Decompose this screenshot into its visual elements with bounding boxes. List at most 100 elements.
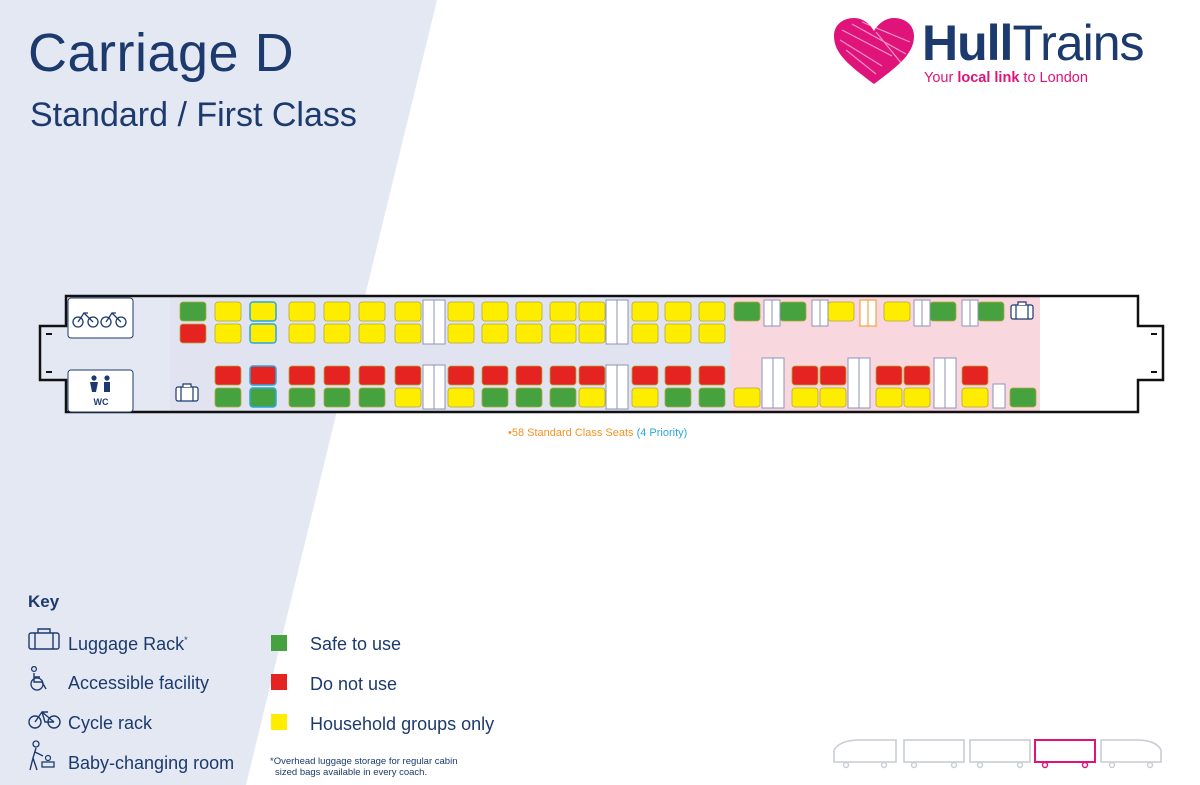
seat (875, 365, 903, 386)
seat (698, 323, 726, 344)
seat (664, 387, 692, 408)
wc-room (67, 369, 134, 413)
seat (819, 365, 847, 386)
key-safe-label: Safe to use (310, 634, 402, 654)
logo-wordmark: HullTrains (922, 15, 1145, 71)
mini-carriage-a (833, 739, 897, 763)
seat (549, 365, 577, 386)
seat (481, 387, 509, 408)
seat (288, 365, 316, 386)
seat (779, 301, 807, 322)
seat (977, 301, 1005, 322)
seat (875, 387, 903, 408)
seat (664, 365, 692, 386)
wheelchair-space (992, 383, 1006, 409)
seat (481, 301, 509, 322)
seat (249, 365, 277, 386)
seat (733, 301, 761, 322)
key-title: Key (28, 592, 60, 611)
seat (515, 387, 543, 408)
seat (394, 365, 422, 386)
seat (394, 301, 422, 322)
bicycle-icon (28, 710, 61, 729)
mini-carriage-d-current (1034, 739, 1096, 763)
seat (447, 323, 475, 344)
seat (549, 387, 577, 408)
seat (698, 387, 726, 408)
key-household-label: Household groups only (310, 714, 495, 734)
seat (358, 387, 386, 408)
seat (631, 301, 659, 322)
mini-carriage-e (1100, 739, 1162, 763)
swatch-household (271, 714, 287, 730)
seat (288, 323, 316, 344)
seat (481, 365, 509, 386)
seat (961, 387, 989, 408)
key-luggage-label: Luggage Rack* (68, 634, 188, 654)
seat (214, 365, 242, 386)
seat (578, 323, 606, 344)
seat (323, 365, 351, 386)
seat (549, 301, 577, 322)
seat (481, 323, 509, 344)
train-position-indicator (833, 739, 1162, 769)
swatch-safe (271, 635, 287, 651)
wc-label: WC (94, 397, 109, 407)
carriage-diagram: WC (38, 294, 1165, 414)
seat (733, 387, 761, 408)
seat (515, 323, 543, 344)
seat (288, 387, 316, 408)
key-do-not-use-label: Do not use (310, 674, 398, 694)
seat (664, 301, 692, 322)
seat (631, 323, 659, 344)
carriage-outline (38, 294, 1165, 414)
luggage-rack-icon (1010, 301, 1034, 320)
seat (179, 301, 207, 322)
seat (903, 365, 931, 386)
seat (323, 301, 351, 322)
seat (179, 323, 207, 344)
seat (903, 387, 931, 408)
luggage-rack-icon (28, 628, 60, 650)
mini-carriage-c (969, 739, 1031, 763)
seat (358, 301, 386, 322)
seat (249, 301, 277, 322)
seat (698, 365, 726, 386)
seat (323, 323, 351, 344)
seat (447, 301, 475, 322)
luggage-rack-icon (175, 383, 199, 402)
seat (791, 387, 819, 408)
seat (249, 323, 277, 344)
mini-carriage-b (903, 739, 965, 763)
seat (1009, 387, 1037, 408)
key-cycle-label: Cycle rack (68, 713, 153, 733)
page-subtitle: Standard / First Class (30, 96, 357, 134)
seat (288, 301, 316, 322)
seat (827, 301, 855, 322)
seat (214, 323, 242, 344)
seat (819, 387, 847, 408)
seat (698, 301, 726, 322)
seat (578, 365, 606, 386)
seat (631, 365, 659, 386)
seat (394, 387, 422, 408)
bicycle-icon (72, 311, 127, 328)
seat (631, 387, 659, 408)
seat (929, 301, 957, 322)
footnote: *Overhead luggage storage for regular ca… (270, 756, 458, 778)
seat (214, 387, 242, 408)
heart-icon (834, 18, 914, 84)
seat (214, 301, 242, 322)
baby-changing-icon (29, 740, 55, 771)
swatch-do-not-use (271, 674, 287, 690)
seat (447, 365, 475, 386)
seat (358, 323, 386, 344)
seat (883, 301, 911, 322)
seat (515, 301, 543, 322)
seat (249, 387, 277, 408)
seat (578, 387, 606, 408)
toilet-icon (90, 375, 110, 392)
hull-trains-logo: HullTrains Your local link to London (832, 14, 1172, 94)
seat (664, 323, 692, 344)
seat (549, 323, 577, 344)
